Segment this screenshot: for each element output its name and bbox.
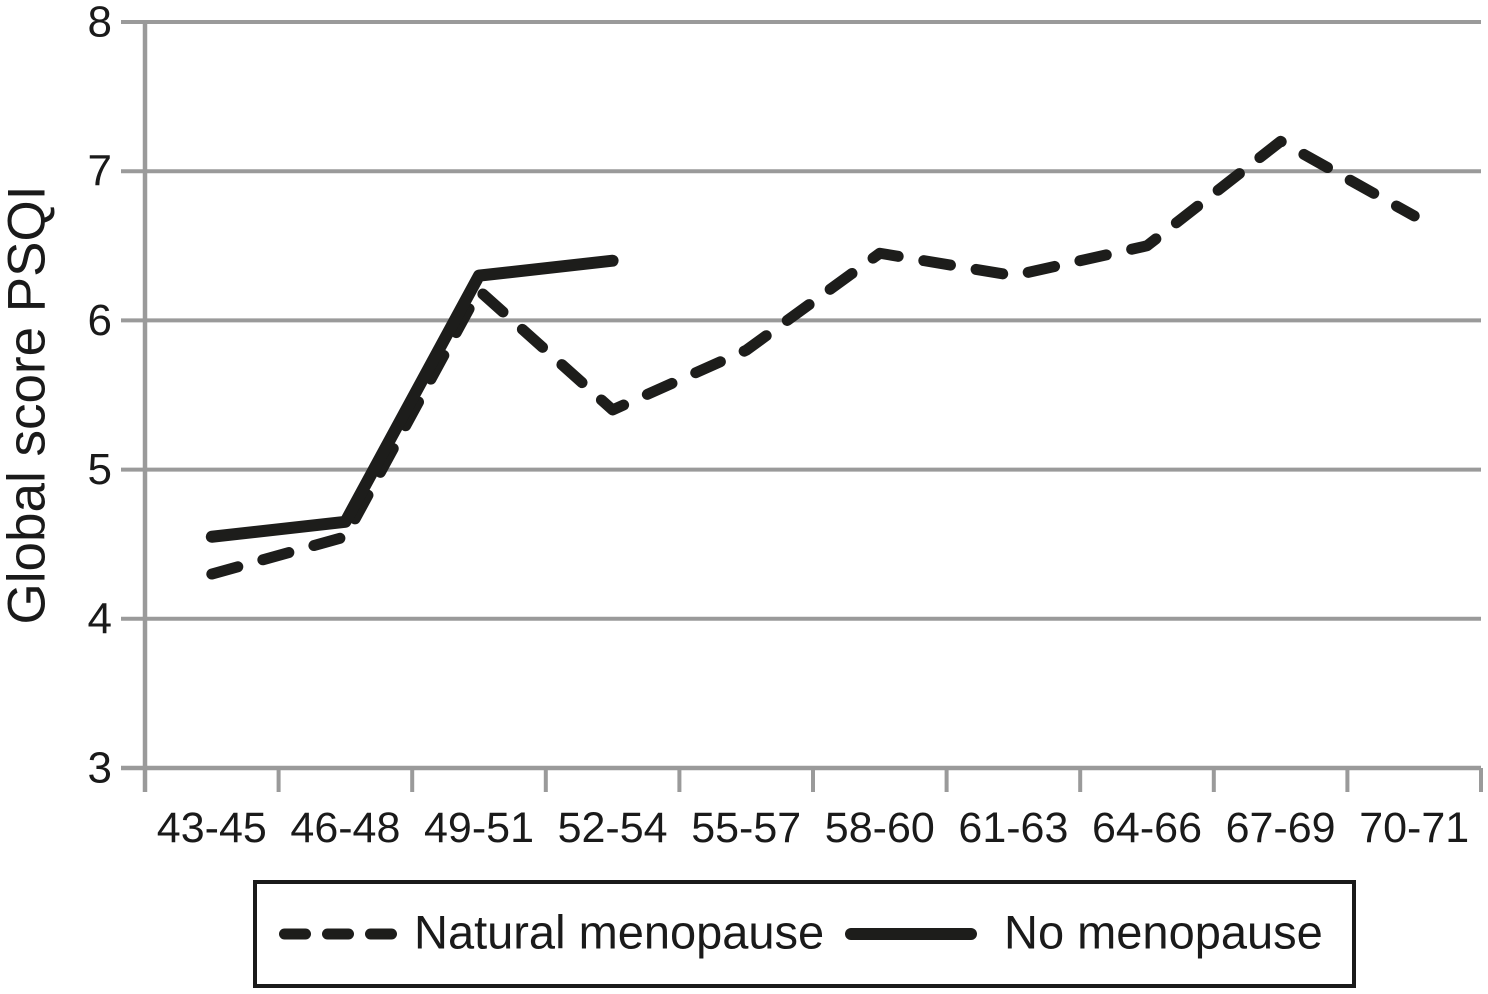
y-tick-label: 5 [88, 445, 112, 494]
x-tick-label: 52-54 [558, 804, 668, 852]
x-tick-label: 64-66 [1092, 804, 1202, 852]
x-tick-label: 70-71 [1359, 804, 1469, 852]
legend-dashed-line-icon [279, 928, 397, 940]
legend-solid-line-icon [845, 928, 977, 940]
y-tick-label: 8 [88, 0, 112, 47]
x-tick-label: 46-48 [290, 804, 400, 852]
y-tick-label: 4 [88, 594, 112, 643]
y-tick-label: 3 [88, 744, 112, 793]
legend: Natural menopause No menopause [253, 880, 1356, 988]
chart-plot: 3 4 5 6 7 8 43-45 46-48 49-51 52-54 55-57 58-60 61-6… [88, 0, 1483, 852]
x-tick-label: 58-60 [825, 804, 935, 852]
x-tick-label: 49-51 [424, 804, 534, 852]
y-tick-label: 7 [88, 147, 112, 196]
series-line-dashed [206, 135, 1420, 580]
legend-label-natural-menopause: Natural menopause [414, 905, 825, 959]
x-tick-label: 61-63 [958, 804, 1068, 852]
x-tick-label: 43-45 [157, 804, 267, 852]
legend-label-no-menopause: No menopause [1004, 905, 1323, 959]
y-tick-label: 6 [88, 296, 112, 345]
x-tick-label: 67-69 [1226, 804, 1336, 852]
series-line-solid [205, 254, 619, 543]
x-tick-label: 55-57 [691, 804, 801, 852]
